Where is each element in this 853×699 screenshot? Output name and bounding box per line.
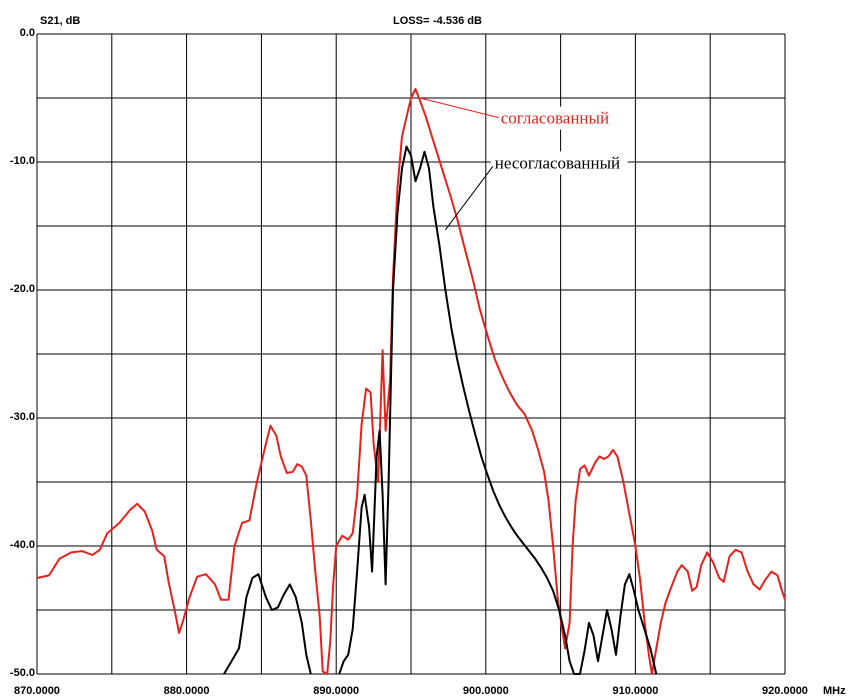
label-matched: согласованный [501, 109, 609, 128]
y-tick-label: -10.0 [10, 155, 35, 167]
y-tick-label: -20.0 [10, 283, 35, 295]
loss-label: LOSS= [393, 15, 429, 27]
x-tick-label: 920.0000 [762, 685, 808, 697]
series-unmatched-line [223, 573, 312, 675]
y-tick-label: -50.0 [10, 667, 35, 679]
annotation-leader-line [445, 166, 494, 231]
series-matched-line [36, 88, 786, 675]
x-tick-label: 900.0000 [463, 685, 509, 697]
x-unit-label: MHz [823, 685, 846, 697]
annotation-backdrop [490, 151, 628, 175]
y-axis-title: S21, dB [40, 15, 80, 27]
series-unmatched-line [338, 145, 658, 675]
y-tick-label: -30.0 [10, 411, 35, 423]
loss-readout: LOSS= -4.536 dB [393, 15, 482, 27]
loss-value: -4.536 dB [433, 15, 482, 27]
annotations: согласованный несогласованный [419, 97, 628, 231]
y-tick-label: 0.0 [20, 27, 35, 39]
x-tick-label: 870.0000 [14, 685, 60, 697]
y-tick-label: -40.0 [10, 539, 35, 551]
annotation-backdrop [496, 106, 617, 130]
tick-labels: 0.0 -10.0 -20.0 -30.0 -40.0 -50.0 870.0000 880.… [10, 27, 808, 697]
label-unmatched: несогласованный [495, 153, 620, 172]
series-lines [36, 88, 786, 675]
x-tick-label: 910.0000 [612, 685, 658, 697]
grid [36, 33, 786, 675]
x-tick-label: 880.0000 [164, 685, 210, 697]
annotation-leader-line [419, 97, 499, 119]
x-tick-label: 890.0000 [313, 685, 359, 697]
